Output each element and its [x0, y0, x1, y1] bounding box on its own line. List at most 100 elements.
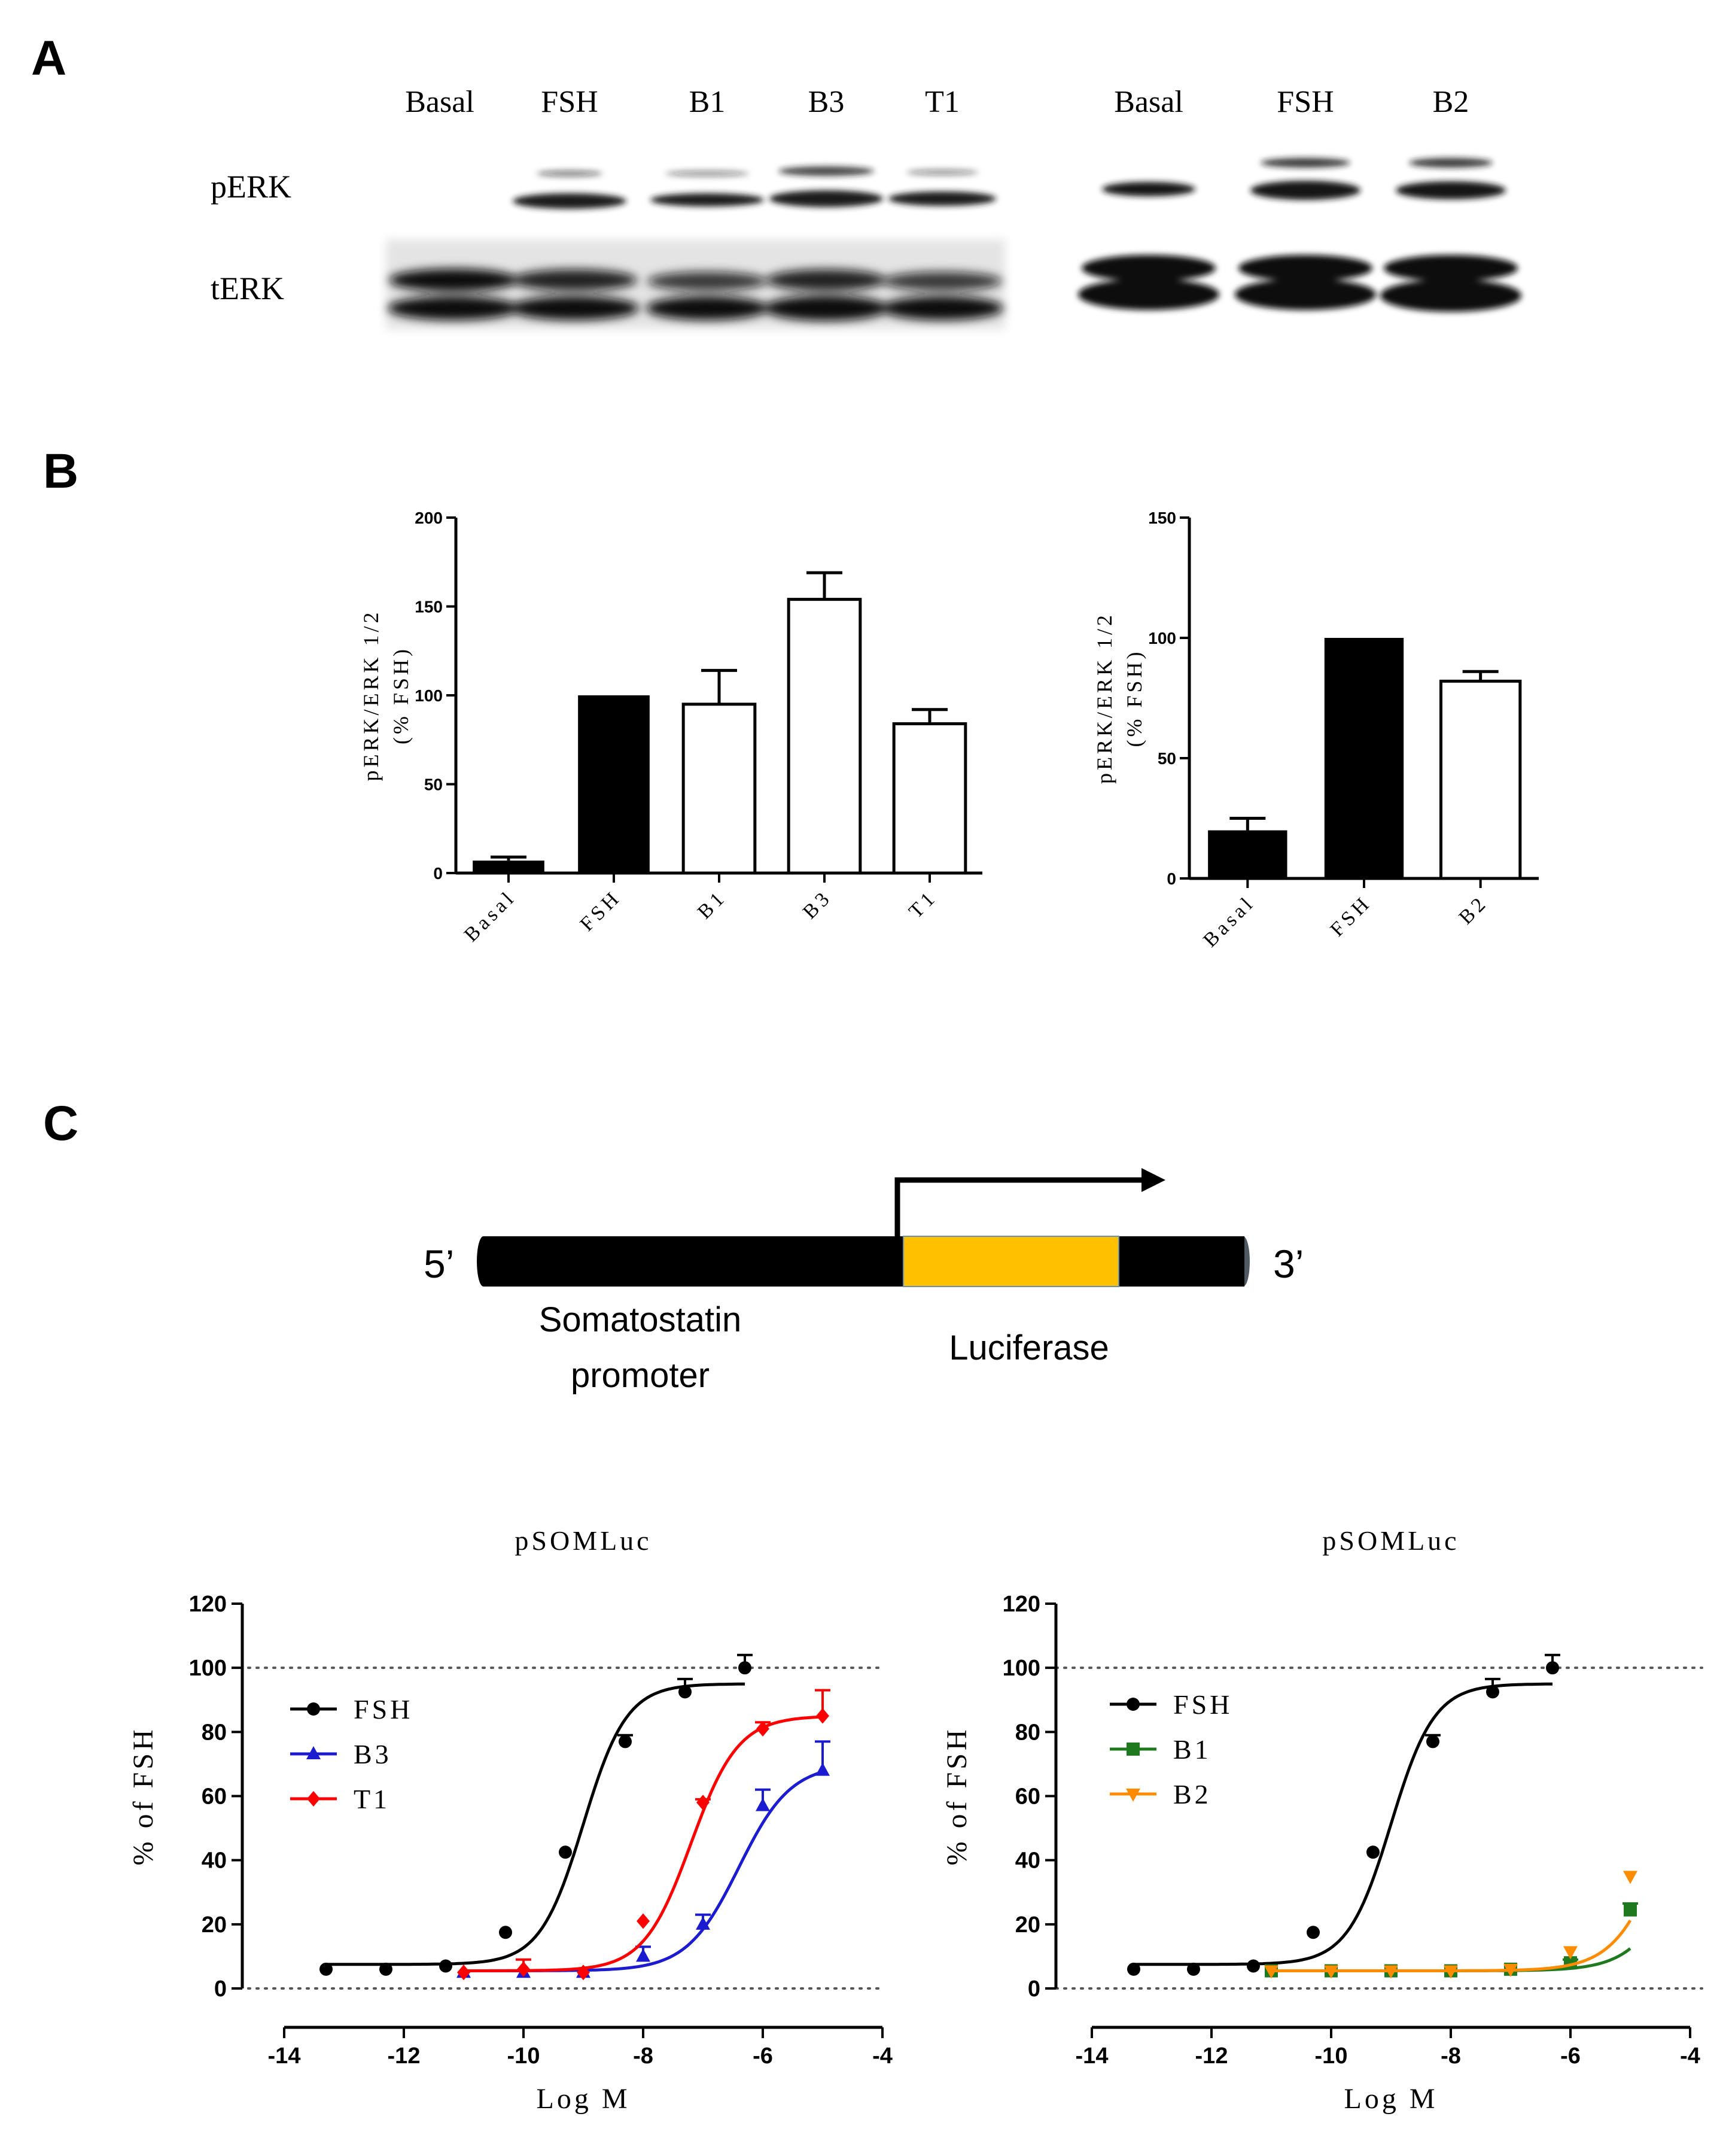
- bar-chart-b-right: 0 50 100 150 Basal FSH B2 pERK/ERK 1/2 (% FSH): [1092, 509, 1539, 951]
- legend-marker: [306, 1746, 321, 1759]
- data-point-fsh: [559, 1845, 572, 1859]
- y-tick-label: 40: [202, 1848, 227, 1874]
- blot-lane-label: FSH: [1277, 85, 1334, 119]
- legend-marker: [307, 1791, 320, 1807]
- data-point-b2: [1503, 1963, 1518, 1977]
- x-tick-label: -10: [507, 2044, 540, 2069]
- y-tick-label: 80: [202, 1720, 227, 1745]
- dose-response-chart-c-right: 0 20 40 60 80 100 120 -14 -12 -10 -8 -6 -4 pSOMLuc Log…: [941, 1525, 1703, 2115]
- x-axis-label: Log M: [537, 2083, 631, 2115]
- bar: [892, 722, 967, 875]
- three-prime-label: 3’: [1273, 1242, 1304, 1286]
- x-tick-label: -6: [753, 2044, 773, 2069]
- perk-band: [1250, 181, 1360, 200]
- terk-band: [1380, 279, 1521, 312]
- perk-band: [665, 171, 749, 177]
- terk-band: [1078, 279, 1219, 310]
- x-category-label: B3: [799, 886, 836, 923]
- panel-letter-c: C: [43, 1096, 78, 1151]
- data-point-fsh: [1486, 1685, 1499, 1699]
- x-tick-label: -8: [633, 2044, 653, 2069]
- terk-band: [881, 296, 1003, 320]
- five-prime-label: 5’: [424, 1242, 454, 1286]
- y-tick-label: 40: [1015, 1848, 1040, 1874]
- data-point-b3: [815, 1762, 830, 1776]
- data-point-fsh: [1187, 1962, 1200, 1976]
- terk-band: [882, 272, 1002, 291]
- data-point-fsh: [499, 1926, 512, 1939]
- legend-marker: [1127, 1698, 1140, 1711]
- terk-band: [1238, 255, 1372, 281]
- data-point-b3: [696, 1916, 710, 1930]
- luciferase-segment: [903, 1236, 1119, 1287]
- y-tick-label: 120: [1003, 1592, 1040, 1617]
- y-tick-label: 100: [1003, 1656, 1040, 1681]
- x-category-label: T1: [905, 886, 941, 922]
- x-category-label: B2: [1455, 891, 1493, 929]
- promoter-label-line2: promoter: [571, 1356, 710, 1395]
- terk-band: [646, 296, 768, 320]
- bar: [473, 860, 544, 873]
- perk-band: [537, 171, 602, 177]
- fit-curve-b2: [1271, 1919, 1632, 1972]
- legend-label: FSH: [1173, 1689, 1232, 1720]
- x-tick-label: -14: [268, 2044, 301, 2069]
- x-tick-label: -4: [1680, 2044, 1700, 2069]
- perk-band: [1102, 182, 1195, 196]
- data-point-t1: [577, 1965, 590, 1981]
- x-tick-label: -4: [872, 2044, 893, 2069]
- panel-letter-b: B: [43, 444, 78, 498]
- y-axis-label: (% FSH): [389, 646, 413, 744]
- legend-label: B2: [1173, 1779, 1211, 1810]
- data-point-b2: [1444, 1965, 1458, 1979]
- perk-bands: [513, 166, 996, 209]
- terk-band: [764, 296, 888, 321]
- dose-response-chart-c-left: 0 20 40 60 80 100 120 -14 -12 -10 -8 -6 -4 pSOMLuc Log…: [127, 1525, 893, 2115]
- fit-curve-t1: [464, 1715, 823, 1972]
- data-point-fsh: [1247, 1959, 1260, 1973]
- x-tick-label: -12: [388, 2044, 421, 2069]
- y-tick-label: 150: [415, 598, 443, 616]
- data-point-b3: [756, 1798, 770, 1811]
- perk-band: [650, 193, 764, 206]
- blot-lane-label: T1: [925, 85, 960, 119]
- y-tick-label: 100: [415, 686, 443, 705]
- data-point-fsh: [1307, 1926, 1320, 1939]
- terk-band: [389, 269, 518, 291]
- perk-band: [1409, 158, 1493, 168]
- data-point-b3: [636, 1948, 650, 1962]
- y-tick-label: 50: [424, 776, 443, 794]
- y-tick-label: 0: [433, 864, 443, 883]
- terk-band: [766, 269, 886, 291]
- transcription-start-arrow: [894, 1177, 1143, 1239]
- y-tick-label: 0: [214, 1976, 227, 2002]
- dna-end-cap: [477, 1236, 490, 1287]
- bar-chart-b-left: 0 50 100 150 200 Basal FSH B1 B3 T1 pERK/ERK 1/2 (%…: [359, 509, 982, 946]
- blot-lane-label: B1: [689, 85, 726, 119]
- terk-bands: [388, 269, 1003, 321]
- y-tick-label: 20: [1015, 1912, 1040, 1938]
- dna-segment: [483, 1236, 1244, 1287]
- legend-label: B3: [354, 1739, 392, 1769]
- perk-band: [1396, 181, 1506, 199]
- data-point-t1: [457, 1965, 470, 1981]
- blot-lane-label: FSH: [541, 85, 598, 119]
- promoter-label-line1: Somatostatin: [539, 1300, 742, 1339]
- blot-right-lane-labels: Basal FSH B2: [1114, 85, 1469, 119]
- perk-bands: [1102, 158, 1506, 200]
- x-category-label: FSH: [576, 886, 626, 935]
- data-point-fsh: [1546, 1661, 1559, 1675]
- data-point-b2: [1623, 1871, 1637, 1884]
- y-tick-label: 50: [1158, 749, 1176, 768]
- data-point-fsh: [439, 1959, 452, 1973]
- bar: [1439, 679, 1522, 880]
- data-point-t1: [517, 1961, 530, 1977]
- perk-band: [888, 191, 996, 206]
- y-tick-label: 60: [1015, 1784, 1040, 1810]
- data-point-fsh: [678, 1685, 692, 1699]
- y-axis-label: pERK/ERK 1/2: [359, 609, 383, 781]
- y-tick-label: 60: [202, 1784, 227, 1810]
- data-point-t1: [696, 1795, 710, 1811]
- y-tick-label: 200: [415, 509, 443, 527]
- fit-curve-fsh: [326, 1682, 745, 1966]
